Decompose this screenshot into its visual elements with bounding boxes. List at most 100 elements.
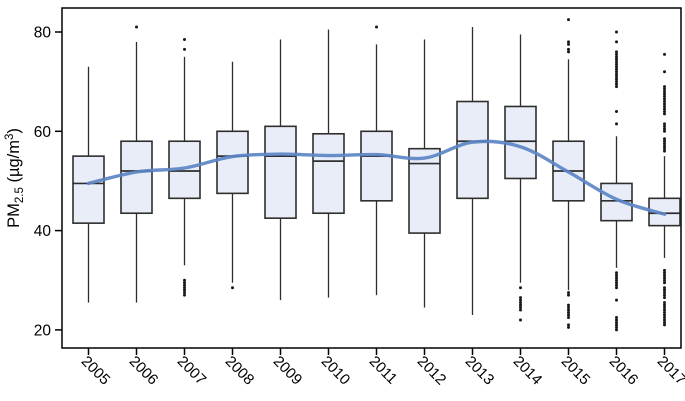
outlier-point <box>615 62 618 66</box>
outlier-point <box>567 291 570 295</box>
outlier-point <box>663 144 666 148</box>
outlier-point <box>615 75 618 79</box>
outlier-point <box>663 303 666 307</box>
boxplot-2012 <box>408 39 441 308</box>
outlier-point <box>135 25 138 29</box>
outlier-point <box>663 122 666 126</box>
outlier-point <box>663 276 666 280</box>
outlier-point <box>663 315 666 319</box>
outlier-point <box>615 67 618 71</box>
boxplot-2009 <box>264 39 297 301</box>
outlier-point <box>615 82 618 86</box>
outlier-point <box>567 313 570 317</box>
iqr-box <box>120 140 153 215</box>
outlier-point <box>519 286 522 290</box>
outlier-point <box>663 273 666 277</box>
iqr-box <box>408 147 441 234</box>
outlier-point <box>663 85 666 89</box>
outlier-point <box>663 147 666 151</box>
outlier-point <box>567 42 570 46</box>
iqr-box <box>312 132 345 215</box>
outlier-point <box>663 308 666 312</box>
outlier-point <box>663 92 666 96</box>
outlier-point <box>663 90 666 94</box>
outlier-point <box>183 283 186 287</box>
y-axis-title: PM2.5 (µg/m3) <box>4 128 26 228</box>
outlier-point <box>663 52 666 56</box>
outlier-point <box>663 149 666 153</box>
outlier-point <box>663 95 666 99</box>
outlier-point <box>615 276 618 280</box>
outlier-point <box>519 296 522 300</box>
outlier-point <box>663 296 666 300</box>
iqr-box <box>264 125 297 219</box>
outlier-point <box>663 137 666 141</box>
boxplot-2010 <box>312 29 345 298</box>
outlier-point <box>615 52 618 56</box>
boxplot-2008 <box>216 61 249 290</box>
outlier-point <box>663 107 666 111</box>
outlier-point <box>615 85 618 89</box>
outlier-point <box>567 303 570 307</box>
outlier-point <box>615 55 618 59</box>
boxplot-2013 <box>456 27 489 316</box>
iqr-box <box>600 182 633 222</box>
iqr-box <box>216 130 249 195</box>
outlier-point <box>663 320 666 324</box>
outlier-point <box>183 286 186 290</box>
panel-frame <box>61 7 682 349</box>
outlier-point <box>663 288 666 292</box>
outlier-point <box>615 30 618 34</box>
outlier-point <box>615 50 618 54</box>
outlier-point <box>615 286 618 290</box>
outlier-point <box>663 102 666 106</box>
outlier-point <box>663 139 666 143</box>
outlier-point <box>519 303 522 307</box>
outlier-point <box>615 122 618 126</box>
outlier-point <box>183 37 186 41</box>
outlier-point <box>663 100 666 104</box>
boxplot-2005 <box>72 66 105 303</box>
boxplot-2017 <box>648 52 681 327</box>
outlier-point <box>663 278 666 282</box>
outlier-point <box>615 323 618 327</box>
outlier-point <box>663 306 666 310</box>
outlier-point <box>663 268 666 272</box>
trend-line <box>86 139 667 216</box>
boxplot-2014 <box>504 34 537 322</box>
outlier-point <box>615 72 618 76</box>
outlier-point <box>663 70 666 74</box>
outlier-point <box>519 301 522 305</box>
outlier-point <box>615 283 618 287</box>
outlier-point <box>663 129 666 133</box>
outlier-point <box>183 281 186 285</box>
outlier-point <box>663 318 666 322</box>
outlier-point <box>615 298 618 302</box>
outlier-point <box>567 308 570 312</box>
outlier-point <box>519 318 522 322</box>
outlier-point <box>663 313 666 317</box>
iqr-box <box>72 155 105 224</box>
boxplot-2006 <box>120 25 153 303</box>
outlier-point <box>615 281 618 285</box>
outlier-point <box>567 18 570 22</box>
outlier-point <box>615 271 618 275</box>
y-axis-tick-label: 40 <box>34 223 52 240</box>
outlier-point <box>663 271 666 275</box>
outlier-point <box>663 311 666 315</box>
y-axis-tick-label: 80 <box>34 25 52 42</box>
outlier-point <box>663 124 666 128</box>
outlier-point <box>615 273 618 277</box>
y-axis-tick-label: 20 <box>34 322 52 339</box>
y-axis-tick-label: 60 <box>34 124 52 141</box>
outlier-point <box>663 291 666 295</box>
outlier-point <box>663 286 666 290</box>
outlier-point <box>183 288 186 292</box>
outlier-point <box>663 301 666 305</box>
outlier-point <box>567 50 570 54</box>
outlier-point <box>615 40 618 44</box>
outlier-point <box>183 47 186 51</box>
iqr-box <box>456 100 489 200</box>
outlier-point <box>615 325 618 329</box>
